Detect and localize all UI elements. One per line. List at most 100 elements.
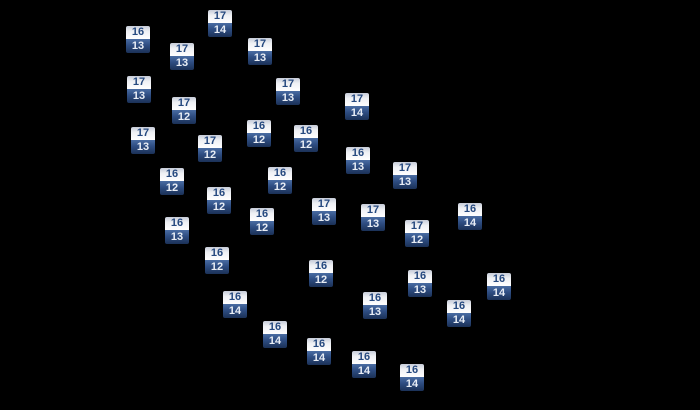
low-temp-value: 13 (165, 230, 189, 244)
low-temp-value: 13 (393, 175, 417, 189)
temp-marker[interactable]: 16 12 (205, 247, 229, 274)
low-temp-value: 14 (447, 313, 471, 327)
high-temp-value: 17 (172, 97, 196, 110)
low-temp-value: 14 (458, 216, 482, 230)
low-temp-value: 13 (170, 56, 194, 70)
temp-marker[interactable]: 16 14 (352, 351, 376, 378)
low-temp-value: 14 (345, 106, 369, 120)
temp-marker[interactable]: 17 13 (393, 162, 417, 189)
low-temp-value: 14 (400, 377, 424, 391)
low-temp-value: 13 (126, 39, 150, 53)
low-temp-value: 13 (361, 217, 385, 231)
low-temp-value: 12 (250, 221, 274, 235)
temp-marker[interactable]: 16 13 (126, 26, 150, 53)
low-temp-value: 12 (247, 133, 271, 147)
high-temp-value: 17 (131, 127, 155, 140)
high-temp-value: 16 (294, 125, 318, 138)
low-temp-value: 12 (198, 148, 222, 162)
temp-marker[interactable]: 17 13 (170, 43, 194, 70)
low-temp-value: 12 (268, 180, 292, 194)
temp-marker[interactable]: 17 13 (127, 76, 151, 103)
high-temp-value: 16 (458, 203, 482, 216)
low-temp-value: 14 (487, 286, 511, 300)
temp-marker[interactable]: 16 12 (250, 208, 274, 235)
low-temp-value: 14 (208, 23, 232, 37)
high-temp-value: 17 (276, 78, 300, 91)
high-temp-value: 16 (487, 273, 511, 286)
high-temp-value: 16 (346, 147, 370, 160)
high-temp-value: 16 (363, 292, 387, 305)
low-temp-value: 13 (127, 89, 151, 103)
high-temp-value: 17 (248, 38, 272, 51)
high-temp-value: 16 (250, 208, 274, 221)
high-temp-value: 17 (393, 162, 417, 175)
temp-marker[interactable]: 17 13 (248, 38, 272, 65)
low-temp-value: 13 (312, 211, 336, 225)
high-temp-value: 16 (268, 167, 292, 180)
high-temp-value: 16 (126, 26, 150, 39)
temp-marker[interactable]: 16 14 (263, 321, 287, 348)
temp-marker[interactable]: 17 14 (208, 10, 232, 37)
high-temp-value: 16 (309, 260, 333, 273)
temp-marker[interactable]: 16 13 (363, 292, 387, 319)
high-temp-value: 16 (447, 300, 471, 313)
low-temp-value: 12 (294, 138, 318, 152)
high-temp-value: 16 (223, 291, 247, 304)
temp-marker[interactable]: 16 14 (487, 273, 511, 300)
low-temp-value: 12 (172, 110, 196, 124)
low-temp-value: 12 (309, 273, 333, 287)
temp-marker[interactable]: 16 14 (400, 364, 424, 391)
temp-marker[interactable]: 16 14 (223, 291, 247, 318)
high-temp-value: 16 (400, 364, 424, 377)
temp-marker[interactable]: 17 13 (312, 198, 336, 225)
temp-marker[interactable]: 17 12 (198, 135, 222, 162)
temp-marker[interactable]: 17 13 (276, 78, 300, 105)
low-temp-value: 13 (248, 51, 272, 65)
temp-marker[interactable]: 16 14 (447, 300, 471, 327)
high-temp-value: 17 (345, 93, 369, 106)
low-temp-value: 12 (405, 233, 429, 247)
temp-marker[interactable]: 16 12 (247, 120, 271, 147)
temp-marker[interactable]: 16 12 (294, 125, 318, 152)
high-temp-value: 16 (207, 187, 231, 200)
high-temp-value: 17 (198, 135, 222, 148)
high-temp-value: 17 (127, 76, 151, 89)
high-temp-value: 16 (247, 120, 271, 133)
low-temp-value: 14 (352, 364, 376, 378)
high-temp-value: 16 (307, 338, 331, 351)
temp-marker[interactable]: 16 14 (458, 203, 482, 230)
low-temp-value: 13 (346, 160, 370, 174)
temp-marker[interactable]: 17 13 (361, 204, 385, 231)
temp-marker[interactable]: 16 13 (346, 147, 370, 174)
low-temp-value: 13 (408, 283, 432, 297)
temp-marker[interactable]: 16 12 (207, 187, 231, 214)
temp-marker[interactable]: 17 12 (405, 220, 429, 247)
high-temp-value: 16 (165, 217, 189, 230)
low-temp-value: 12 (207, 200, 231, 214)
high-temp-value: 16 (263, 321, 287, 334)
temp-marker[interactable]: 16 13 (165, 217, 189, 244)
high-temp-value: 16 (408, 270, 432, 283)
temp-marker[interactable]: 17 13 (131, 127, 155, 154)
low-temp-value: 14 (263, 334, 287, 348)
temp-marker[interactable]: 16 14 (307, 338, 331, 365)
low-temp-value: 14 (223, 304, 247, 318)
high-temp-value: 17 (405, 220, 429, 233)
temp-marker[interactable]: 16 13 (408, 270, 432, 297)
high-temp-value: 16 (205, 247, 229, 260)
low-temp-value: 13 (276, 91, 300, 105)
high-temp-value: 17 (208, 10, 232, 23)
temp-marker[interactable]: 16 12 (160, 168, 184, 195)
high-temp-value: 16 (160, 168, 184, 181)
temp-marker[interactable]: 17 12 (172, 97, 196, 124)
high-temp-value: 17 (170, 43, 194, 56)
low-temp-value: 13 (131, 140, 155, 154)
low-temp-value: 12 (160, 181, 184, 195)
temp-marker[interactable]: 16 12 (268, 167, 292, 194)
temp-marker[interactable]: 16 12 (309, 260, 333, 287)
high-temp-value: 17 (312, 198, 336, 211)
high-temp-value: 17 (361, 204, 385, 217)
low-temp-value: 14 (307, 351, 331, 365)
temp-marker[interactable]: 17 14 (345, 93, 369, 120)
